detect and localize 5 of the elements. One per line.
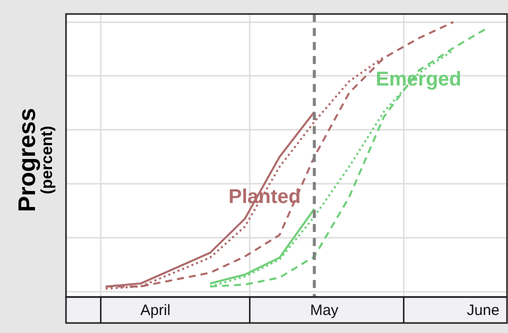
annotation: Emerged bbox=[376, 68, 462, 91]
x-tick-label: May bbox=[310, 302, 339, 320]
x-tick-label: April bbox=[140, 302, 170, 320]
y-axis-title: Progress (percent) bbox=[14, 108, 57, 212]
x-tick-label: June bbox=[466, 302, 500, 320]
